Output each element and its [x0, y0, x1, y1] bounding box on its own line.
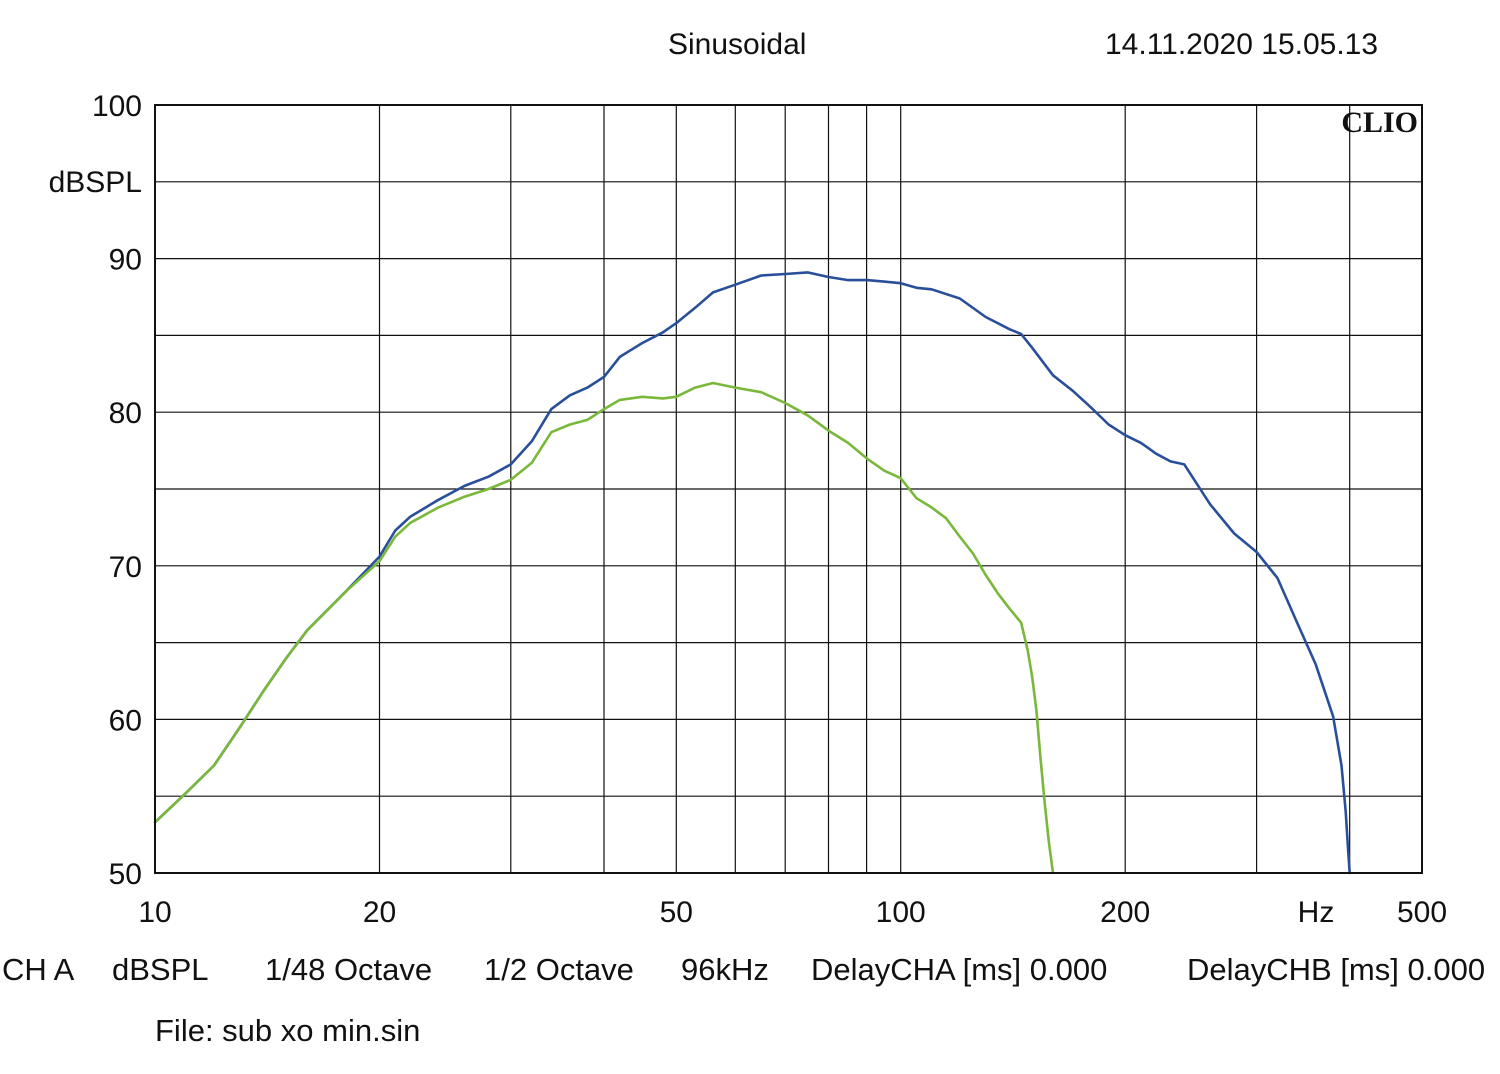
y-tick-label: 90 [109, 244, 142, 277]
series-layer [153, 271, 1351, 875]
x-tick-label: 500 [1397, 896, 1447, 929]
x-tick-label: 20 [363, 896, 396, 929]
timestamp: 14.11.2020 15.05.13 [1105, 28, 1379, 61]
y-tick-label: 80 [109, 397, 142, 430]
y-tick-label: 60 [109, 704, 142, 737]
tick-labels: 50 60 70 80 90 100 10 20 50 100 200 500 [92, 90, 1447, 929]
y-tick-label: 70 [109, 551, 142, 584]
y-tick-label: 100 [92, 90, 142, 123]
grid [155, 105, 1422, 873]
file-label: File: sub xo min.sin [155, 1013, 421, 1048]
delay-chb-label: DelayCHB [ms] 0.000 [1187, 952, 1486, 987]
unit-label: dBSPL [112, 952, 209, 987]
sample-rate-label: 96kHz [681, 952, 769, 987]
delay-cha-label: DelayCHA [ms] 0.000 [811, 952, 1108, 987]
y-axis-unit: dBSPL [49, 166, 142, 199]
resolution-label: 1/48 Octave [265, 952, 433, 987]
smoothing-label: 1/2 Octave [484, 952, 634, 987]
measurement-mode: Sinusoidal [668, 28, 807, 61]
x-tick-label: 200 [1100, 896, 1150, 929]
x-tick-label: 50 [660, 896, 693, 929]
series-line-2 [153, 381, 1055, 875]
series-line-1 [153, 271, 1351, 875]
x-tick-label: 10 [138, 896, 171, 929]
clio-logo: CLIO [1341, 106, 1418, 139]
x-tick-label: 100 [876, 896, 926, 929]
x-axis-unit: Hz [1298, 896, 1335, 929]
channel-label: CH A [2, 952, 75, 987]
plot-frame [154, 104, 1423, 874]
y-tick-label: 50 [109, 858, 142, 891]
